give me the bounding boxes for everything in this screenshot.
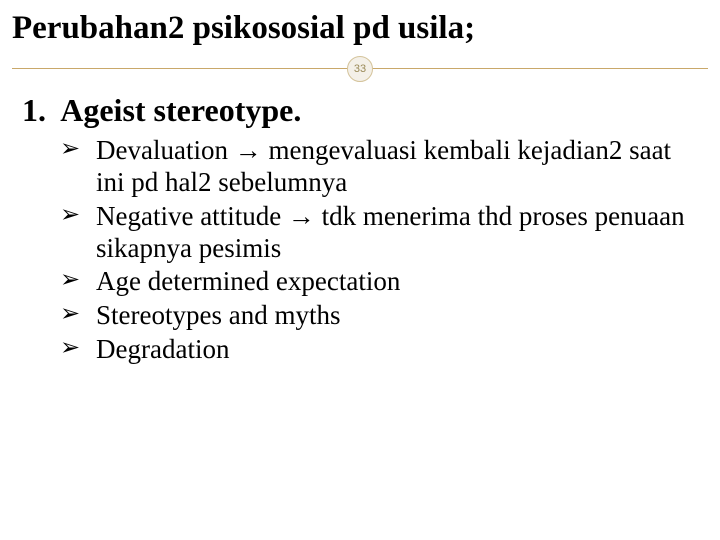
divider: 33 [12,54,708,84]
bullet-list: Devaluation → mengevaluasi kembali kejad… [22,135,702,366]
heading-number: 1. [22,92,54,129]
list-item: Age determined expectation [60,266,702,298]
slide: Perubahan2 psikososial pd usila; 33 1. A… [0,0,720,540]
slide-title: Perubahan2 psikososial pd usila; [12,10,708,48]
list-item: Negative attitude → tdk menerima thd pro… [60,201,702,265]
heading-text: Ageist stereotype. [60,92,301,128]
section-heading: 1. Ageist stereotype. [22,92,702,129]
page-number-badge: 33 [347,56,373,82]
list-item: Devaluation → mengevaluasi kembali kejad… [60,135,702,199]
list-item: Stereotypes and myths [60,300,702,332]
content-area: 1. Ageist stereotype. Devaluation → meng… [12,92,708,366]
list-item: Degradation [60,334,702,366]
